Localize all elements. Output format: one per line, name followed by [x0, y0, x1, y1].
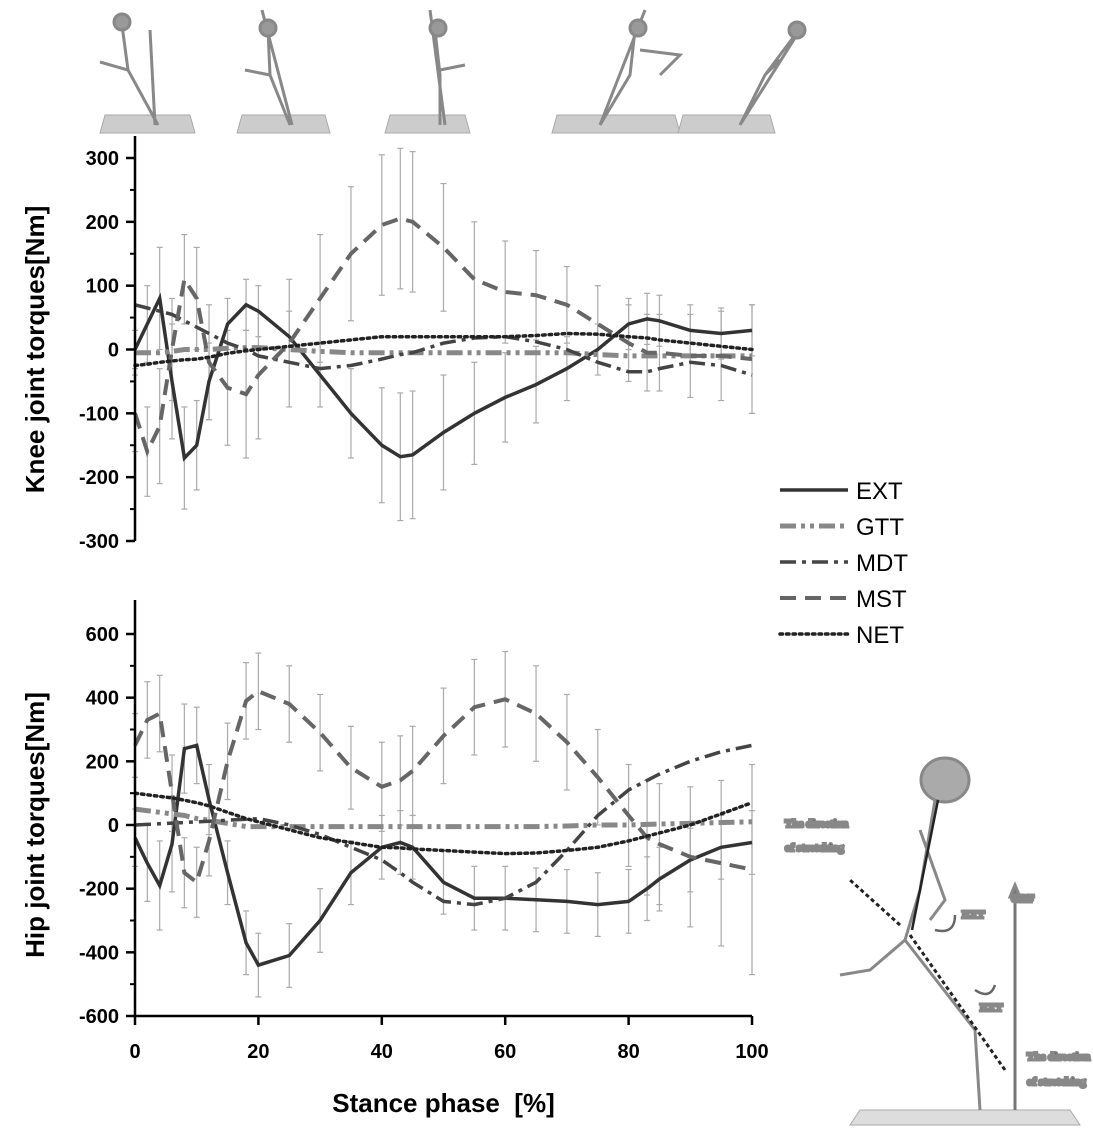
y-tick-label: 200 [86, 212, 119, 234]
legend-label: GTT [856, 514, 904, 541]
y-tick-label: -600 [79, 1006, 119, 1028]
series-line [134, 743, 753, 907]
x-tick-label: 0 [129, 1041, 140, 1063]
x-axis-label: Stance phase [%] [332, 1088, 555, 1118]
x-tick-label: 60 [494, 1041, 516, 1063]
skeleton [839, 756, 1081, 1126]
illustration-label: GRF [1011, 893, 1035, 905]
y-tick-label: -200 [79, 879, 119, 901]
series-line [133, 216, 753, 457]
legend-label: MST [856, 586, 907, 613]
y-tick-label: 400 [86, 688, 119, 710]
illustrations: The direction of stretching GRF EXT EXT … [99, 9, 1092, 1126]
x-tick-label: 80 [617, 1041, 639, 1063]
illustration-label: The direction [1027, 1051, 1090, 1063]
illustration-label: of stretching [785, 842, 844, 854]
illustration-label: EXT [962, 909, 985, 921]
legend-label: MDT [856, 550, 908, 577]
y-tick-label: 0 [108, 340, 119, 362]
y-tick-label: 200 [86, 751, 119, 773]
x-tick-label: 40 [371, 1041, 393, 1063]
series-line [133, 743, 753, 968]
pose-5 [677, 20, 807, 134]
illustration-label: The direction [785, 818, 848, 830]
y-tick-label: -100 [79, 403, 119, 425]
x-tick-label: 100 [735, 1041, 768, 1063]
legend-label: EXT [856, 478, 903, 505]
series-line [135, 345, 752, 359]
series-line [133, 292, 753, 462]
y-tick-label: 0 [108, 815, 119, 837]
series-line [133, 791, 754, 856]
y-tick-label: 600 [86, 624, 119, 646]
y-axis-label: Hip joint torques[Nm] [20, 692, 50, 958]
series-line [134, 303, 753, 377]
pose-3 [384, 9, 471, 134]
y-tick-label: 100 [86, 276, 119, 298]
y-tick-label: -300 [79, 531, 119, 553]
series-line [133, 689, 753, 886]
series-line [133, 331, 754, 368]
legend-label: NET [856, 622, 904, 649]
illustration-label: EXT [980, 1002, 1003, 1014]
series-line [134, 806, 753, 830]
illustration-label: of stretching [1027, 1076, 1086, 1088]
y-tick-label: -400 [79, 942, 119, 964]
y-axis-label: Knee joint torques[Nm] [20, 206, 50, 493]
pose-4 [551, 9, 684, 134]
y-tick-label: -200 [79, 467, 119, 489]
x-tick-label: 20 [247, 1041, 269, 1063]
pose-2 [236, 9, 331, 134]
pose-1 [99, 12, 196, 134]
y-tick-label: 300 [86, 148, 119, 170]
